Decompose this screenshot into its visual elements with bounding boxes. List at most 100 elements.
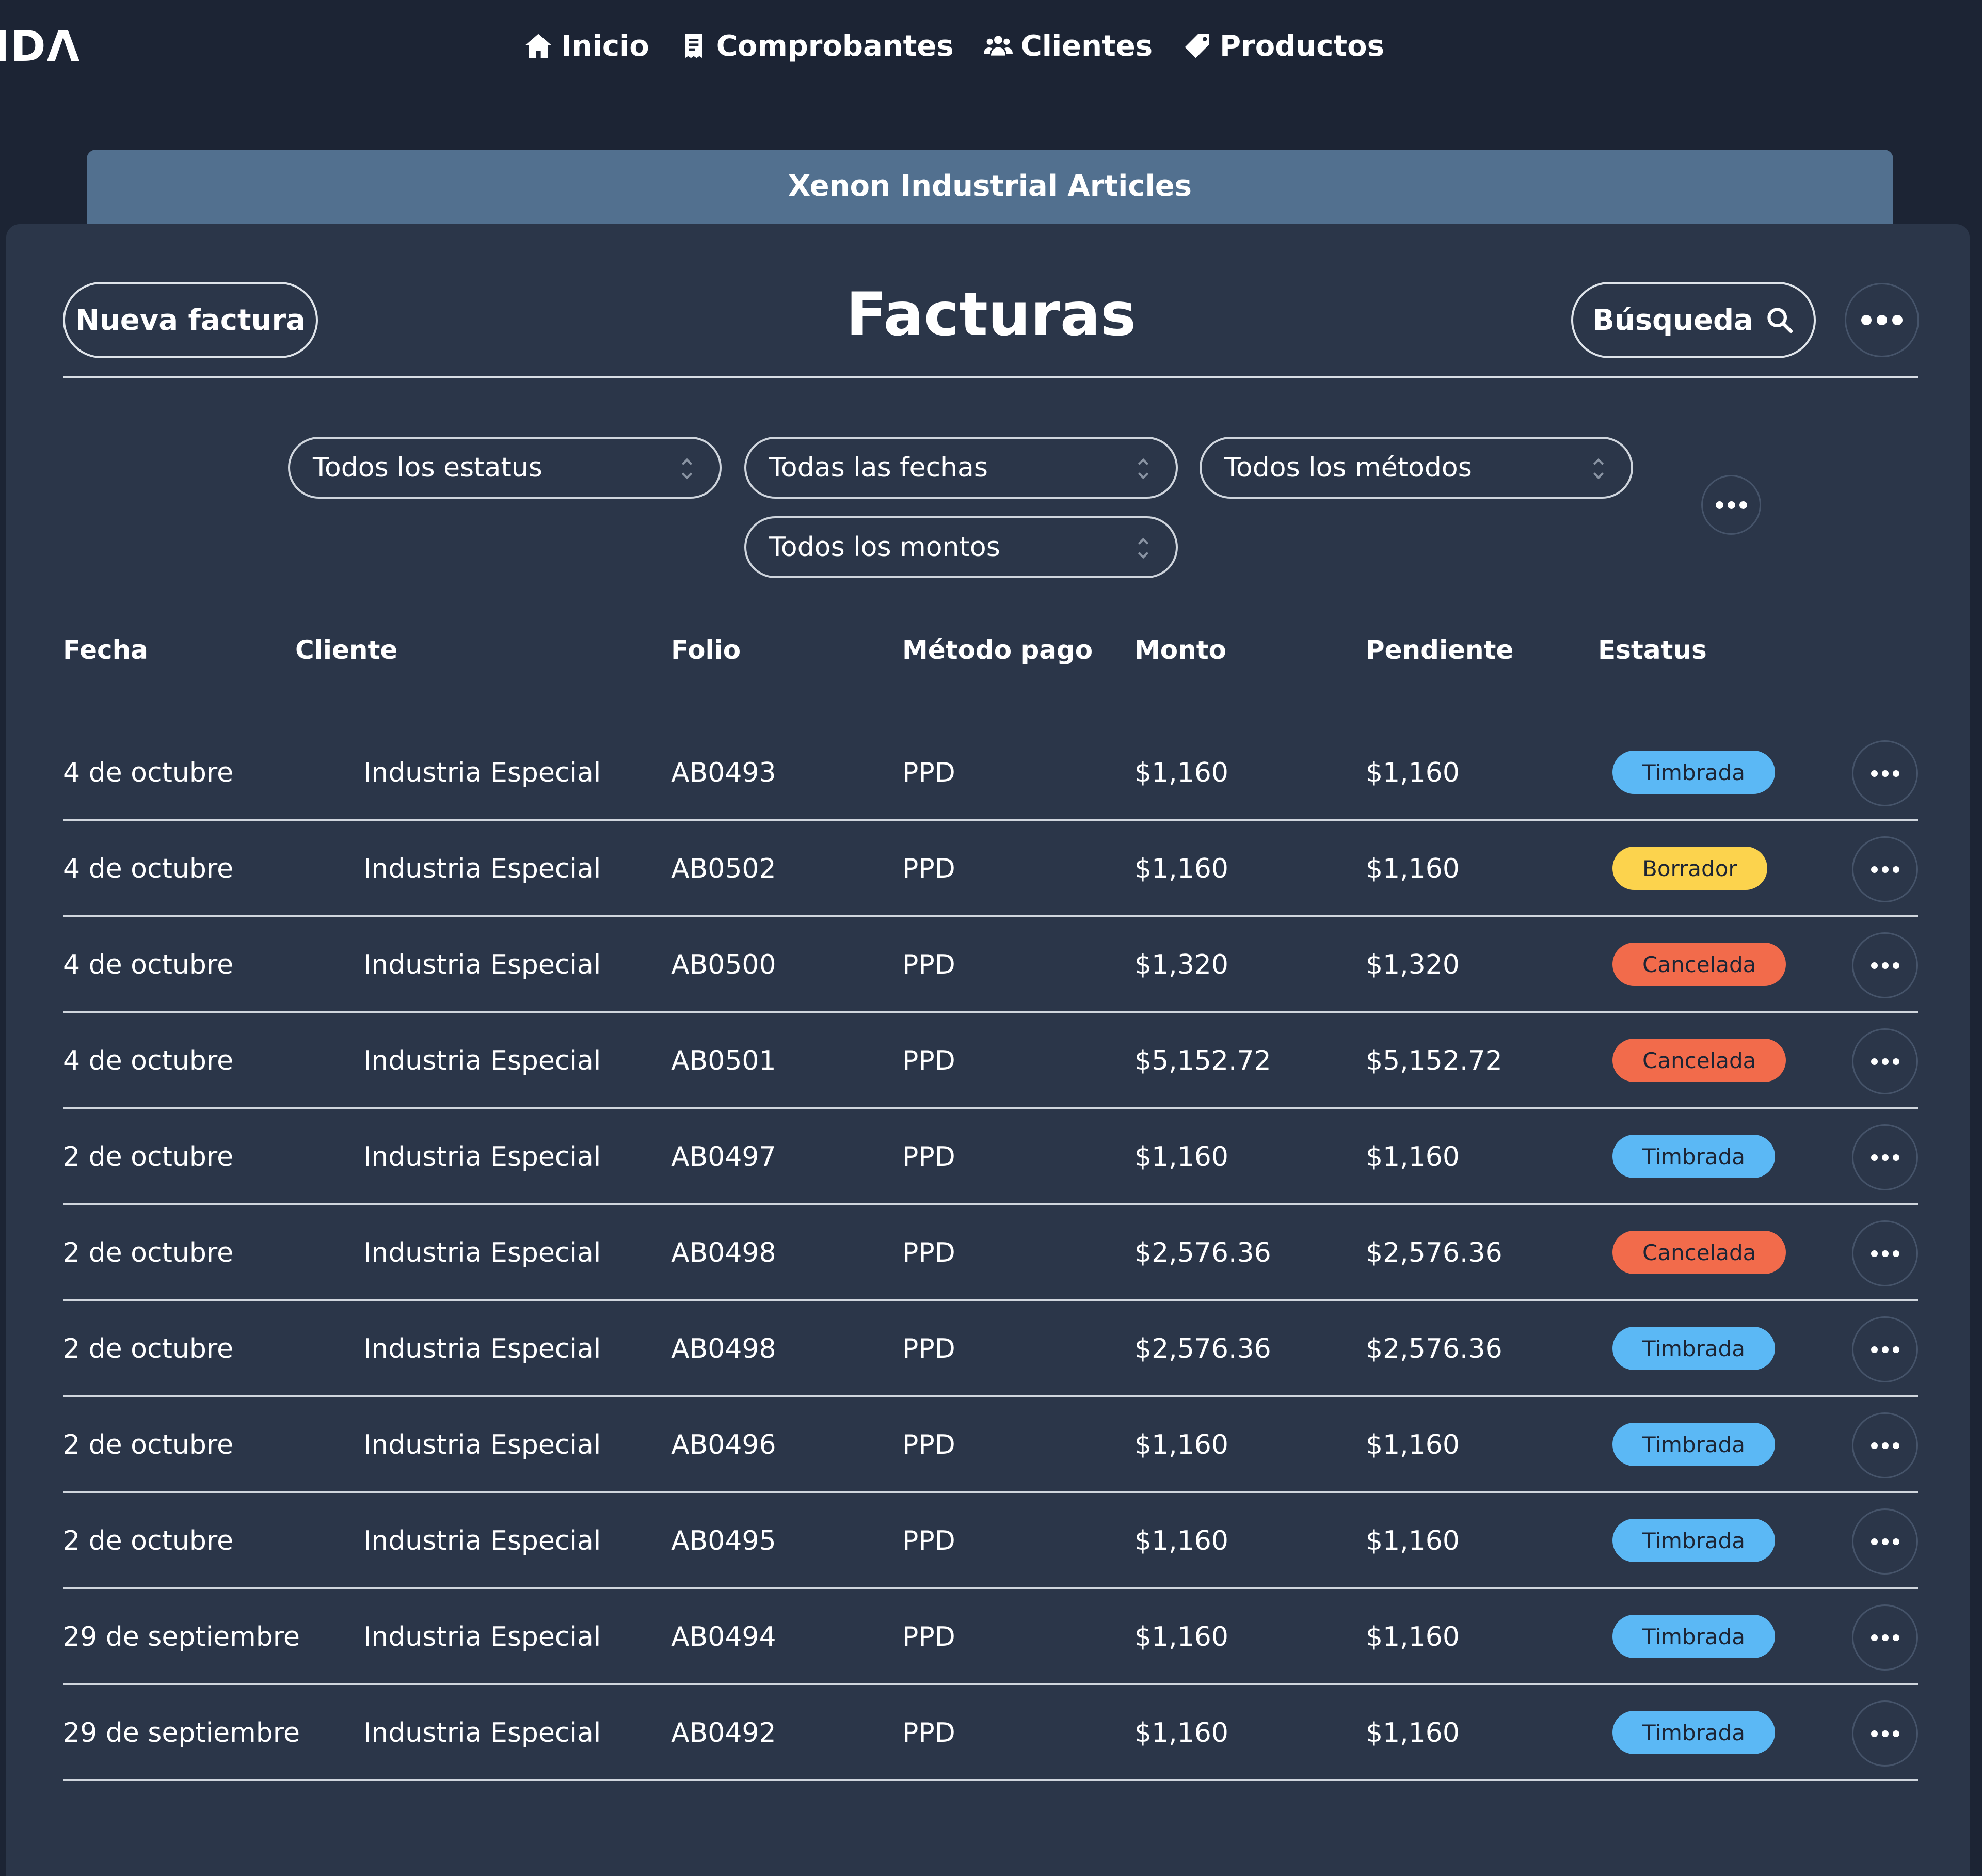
search-button[interactable]: Búsqueda [1571,282,1816,358]
row-divider [63,1203,1918,1205]
cell-cliente: Industria Especial [363,1237,601,1268]
row-actions-button[interactable] [1852,932,1918,998]
column-header-pendiente[interactable]: Pendiente [1366,635,1514,665]
row-actions-button[interactable] [1852,1412,1918,1478]
tag-icon [1185,34,1209,58]
company-tab[interactable]: Xenon Industrial Articles [87,150,1893,232]
method-filter-value: Todos los métodos [1224,452,1472,483]
cell-folio: AB0498 [671,1333,776,1364]
amount-filter-select[interactable]: Todos los montos [744,516,1178,578]
status-filter-select[interactable]: Todos los estatus [288,437,722,499]
column-header-estatus[interactable]: Estatus [1598,635,1707,665]
cell-pendiente: $1,160 [1366,1141,1460,1172]
main-nav: Inicio Comprobantes Clientes Productos [524,25,1384,67]
filters-more-button[interactable] [1701,475,1761,535]
status-badge: Cancelada [1612,1231,1786,1274]
column-header-cliente[interactable]: Cliente [295,635,398,665]
header-divider [63,376,1918,378]
table-row[interactable]: 4 de octubre Industria Especial AB0493 PPD $… [63,725,1918,821]
cell-fecha: 2 de octubre [63,1141,234,1172]
app-logo[interactable]: IDΛ [0,22,81,71]
cell-cliente: Industria Especial [363,1333,601,1364]
row-actions-button[interactable] [1852,740,1918,806]
cell-pendiente: $1,320 [1366,949,1460,980]
row-divider [63,1299,1918,1301]
cell-monto: $1,160 [1134,757,1228,788]
cell-pendiente: $1,160 [1366,1621,1460,1652]
cell-folio: AB0496 [671,1429,776,1460]
cell-folio: AB0492 [671,1718,776,1748]
cell-pendiente: $5,152.72 [1366,1045,1503,1076]
cell-cliente: Industria Especial [363,949,601,980]
header-more-button[interactable] [1845,283,1919,357]
cell-folio: AB0497 [671,1141,776,1172]
table-row[interactable]: 29 de septiembre Industria Especial AB0494… [63,1589,1918,1685]
cell-folio: AB0493 [671,757,776,788]
cell-pendiente: $2,576.36 [1366,1237,1503,1268]
cell-cliente: Industria Especial [363,757,601,788]
status-badge: Timbrada [1612,1519,1776,1562]
table-row[interactable]: 29 de septiembre Industria Especial AB0492… [63,1685,1918,1781]
column-header-metodo-pago[interactable]: Método pago [902,635,1093,665]
more-horizontal-icon [1871,1250,1899,1257]
cell-monto: $2,576.36 [1134,1237,1271,1268]
status-badge: Cancelada [1612,943,1786,986]
table-row[interactable]: 2 de octubre Industria Especial AB0498 PPD $… [63,1205,1918,1301]
nav-item-clientes[interactable]: Clientes [983,29,1153,63]
nav-item-label: Comprobantes [716,29,954,63]
table-row[interactable]: 2 de octubre Industria Especial AB0495 PPD $… [63,1493,1918,1589]
more-horizontal-icon [1871,1634,1899,1641]
cell-fecha: 4 de octubre [63,757,234,788]
cell-pendiente: $1,160 [1366,1525,1460,1556]
status-badge: Timbrada [1612,1423,1776,1466]
row-actions-button[interactable] [1852,1700,1918,1767]
cell-folio: AB0494 [671,1621,776,1652]
home-icon [525,34,552,58]
status-badge: Timbrada [1612,1711,1776,1754]
column-header-folio[interactable]: Folio [671,635,741,665]
more-horizontal-icon [1871,1154,1899,1161]
table-row[interactable]: 2 de octubre Industria Especial AB0497 PPD $… [63,1109,1918,1205]
column-header-monto[interactable]: Monto [1134,635,1226,665]
cell-pendiente: $1,160 [1366,1429,1460,1460]
cell-metodo-pago: PPD [902,949,955,980]
row-actions-button[interactable] [1852,1124,1918,1190]
table-row[interactable]: 2 de octubre Industria Especial AB0498 PPD $… [63,1301,1918,1397]
cell-cliente: Industria Especial [363,1718,601,1748]
row-actions-button[interactable] [1852,1316,1918,1382]
nav-item-label: Inicio [561,29,649,63]
row-actions-button[interactable] [1852,1604,1918,1671]
cell-cliente: Industria Especial [363,1045,601,1076]
table-row[interactable]: 4 de octubre Industria Especial AB0501 PPD $… [63,1013,1918,1109]
search-button-label: Búsqueda [1592,303,1753,337]
status-badge: Timbrada [1612,1327,1776,1370]
cell-folio: AB0495 [671,1525,776,1556]
column-header-fecha[interactable]: Fecha [63,635,149,665]
status-badge: Borrador [1612,847,1767,890]
receipt-icon [685,34,702,58]
company-name: Xenon Industrial Articles [788,169,1192,203]
new-invoice-button[interactable]: Nueva factura [63,282,318,358]
users-icon [983,36,1013,56]
cell-pendiente: $1,160 [1366,757,1460,788]
nav-item-comprobantes[interactable]: Comprobantes [679,29,954,63]
table-row[interactable]: 4 de octubre Industria Especial AB0502 PPD $… [63,821,1918,917]
chevron-updown-icon [1136,535,1151,562]
more-horizontal-icon [1871,1730,1899,1737]
nav-item-productos[interactable]: Productos [1182,29,1384,63]
table-row[interactable]: 2 de octubre Industria Especial AB0496 PPD $… [63,1397,1918,1493]
cell-metodo-pago: PPD [902,853,955,884]
row-actions-button[interactable] [1852,1028,1918,1094]
status-filter-value: Todos los estatus [313,452,542,483]
row-actions-button[interactable] [1852,1508,1918,1575]
method-filter-select[interactable]: Todos los métodos [1200,437,1633,499]
date-filter-select[interactable]: Todas las fechas [744,437,1178,499]
chevron-updown-icon [1591,455,1606,482]
nav-item-inicio[interactable]: Inicio [524,29,649,63]
cell-folio: AB0502 [671,853,776,884]
row-actions-button[interactable] [1852,1220,1918,1286]
row-actions-button[interactable] [1852,836,1918,902]
more-horizontal-icon [1871,770,1899,777]
table-row[interactable]: 4 de octubre Industria Especial AB0500 PPD $… [63,917,1918,1013]
page-title: Facturas [845,280,1137,349]
